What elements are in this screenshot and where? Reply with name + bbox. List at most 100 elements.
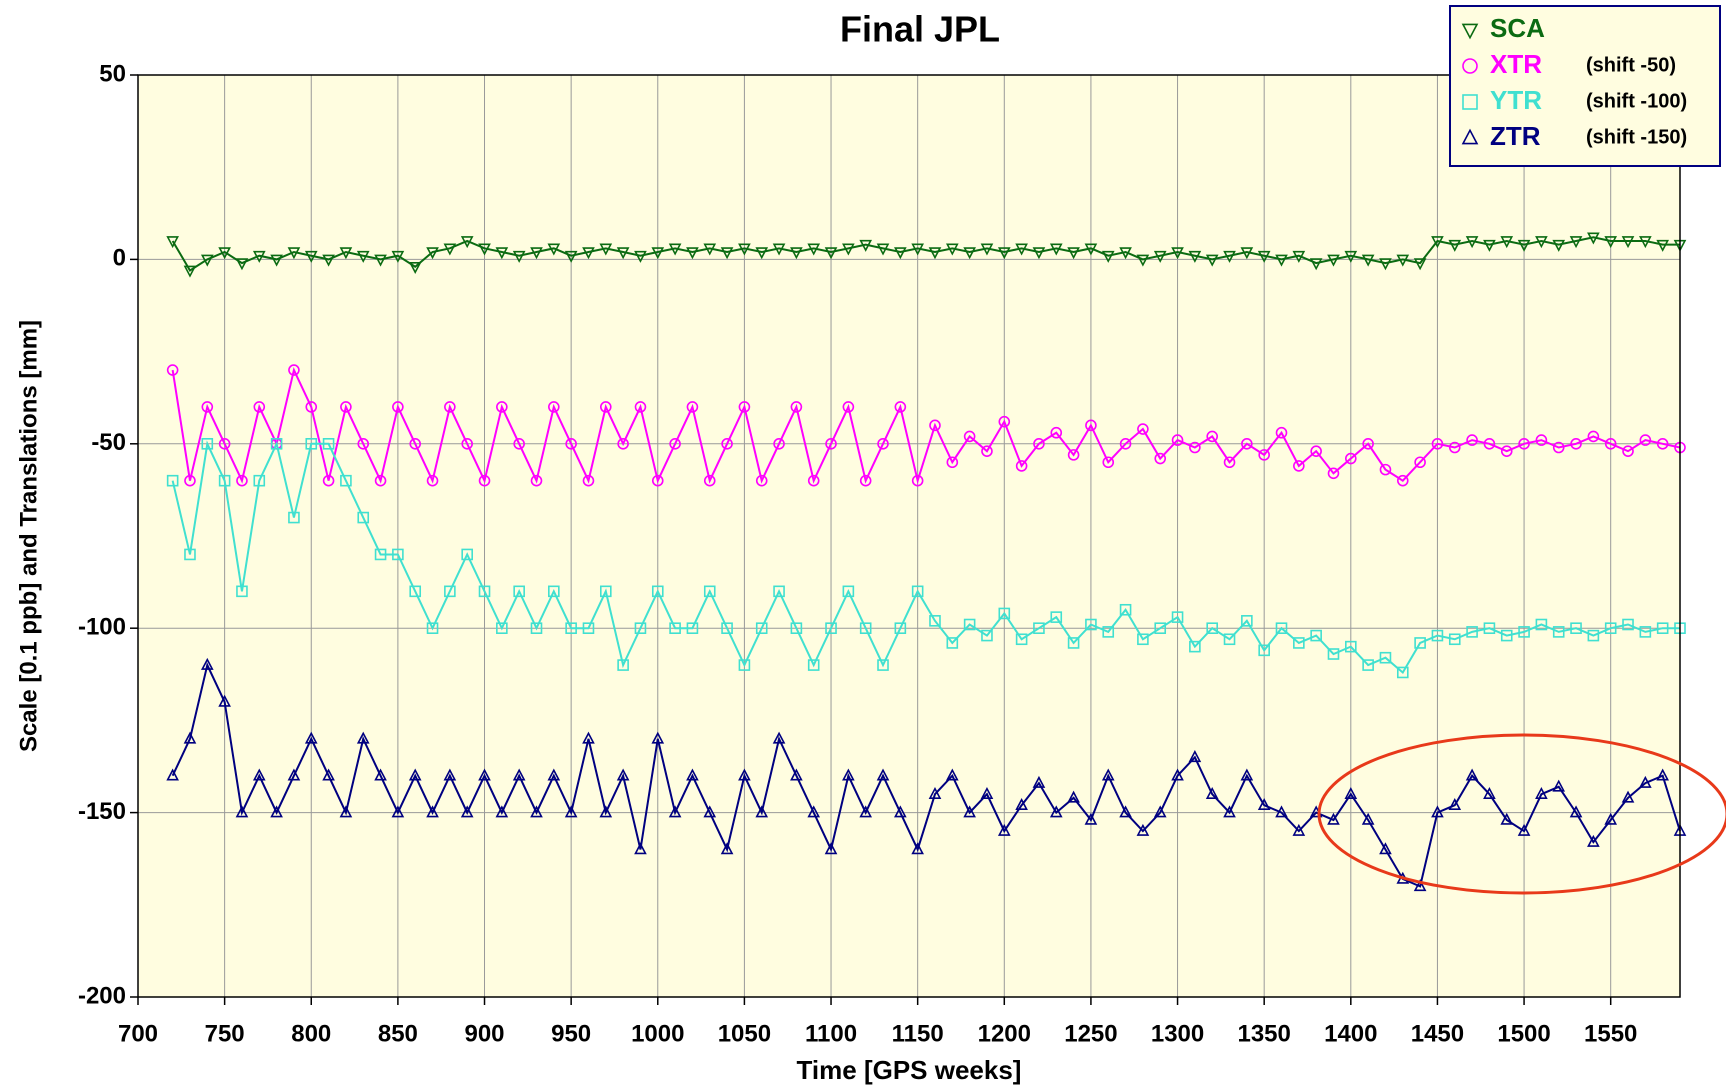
marker xyxy=(1344,786,1358,799)
marker xyxy=(426,474,439,487)
marker xyxy=(1310,629,1322,642)
marker xyxy=(1361,254,1375,267)
marks xyxy=(166,232,1687,892)
marker xyxy=(1015,243,1028,256)
marker xyxy=(1465,768,1479,781)
marker xyxy=(1448,441,1461,454)
marker xyxy=(1171,611,1184,623)
marker xyxy=(304,250,318,263)
marker xyxy=(218,474,231,487)
marker xyxy=(842,401,855,413)
marker xyxy=(496,401,508,413)
legend-note: (shift -150) xyxy=(1586,126,1687,148)
marker xyxy=(1310,445,1322,457)
marker xyxy=(1205,786,1219,799)
marker xyxy=(807,805,821,818)
marker xyxy=(1639,775,1652,788)
marker xyxy=(773,585,785,598)
x-axis-label: Time [GPS weeks] xyxy=(797,1055,1022,1085)
x-tick-label: 1250 xyxy=(1064,1020,1117,1047)
marker xyxy=(1396,474,1409,487)
marker xyxy=(1257,250,1271,263)
marker xyxy=(1344,250,1358,263)
marker xyxy=(564,250,578,263)
marker xyxy=(859,805,873,818)
marker xyxy=(617,437,629,450)
marker xyxy=(721,437,733,450)
legend-label: YTR xyxy=(1490,85,1542,115)
marker xyxy=(288,364,300,376)
marker xyxy=(582,731,595,744)
marker xyxy=(1379,258,1392,271)
marker xyxy=(599,243,613,256)
marker xyxy=(391,805,405,818)
marker xyxy=(166,364,179,376)
marker xyxy=(599,401,612,413)
y-tick-label: -150 xyxy=(78,798,126,825)
marker xyxy=(1465,236,1479,249)
series-line xyxy=(171,367,1681,485)
marker xyxy=(1448,798,1462,811)
marker xyxy=(461,437,473,450)
marker xyxy=(1292,250,1306,263)
marker xyxy=(928,247,942,260)
marker xyxy=(356,731,370,744)
marker xyxy=(894,247,907,260)
marker xyxy=(981,629,993,642)
marker xyxy=(669,437,681,450)
marker xyxy=(1639,236,1652,249)
marker xyxy=(1015,460,1028,472)
marker xyxy=(1535,618,1548,631)
marker xyxy=(547,243,561,256)
marker xyxy=(911,243,924,256)
legend-note: (shift -100) xyxy=(1586,90,1687,112)
marker xyxy=(1206,430,1219,443)
marker xyxy=(1396,666,1409,679)
marker xyxy=(807,474,820,487)
marker xyxy=(807,659,820,671)
x-tick-label: 1350 xyxy=(1237,1020,1290,1047)
marker xyxy=(738,243,751,256)
marker xyxy=(460,236,474,249)
series-line xyxy=(171,236,1680,272)
marker xyxy=(1101,768,1115,781)
marker xyxy=(235,805,249,818)
marker xyxy=(1085,419,1097,432)
marker xyxy=(1552,239,1566,252)
marker xyxy=(1622,445,1634,457)
marker xyxy=(1241,437,1253,450)
x-tick-label: 1050 xyxy=(718,1020,771,1047)
marker xyxy=(1535,236,1548,249)
marker xyxy=(1345,640,1357,653)
marker xyxy=(495,247,509,260)
marker xyxy=(478,243,491,256)
marker xyxy=(236,585,248,598)
marker xyxy=(183,265,197,278)
marker xyxy=(1396,254,1410,267)
marker xyxy=(322,768,335,781)
marker xyxy=(374,548,387,561)
marker xyxy=(1362,437,1374,450)
marker xyxy=(1102,626,1115,638)
marker xyxy=(703,474,716,487)
marker xyxy=(963,618,976,631)
marker xyxy=(651,247,665,260)
marker xyxy=(200,254,214,267)
marker xyxy=(218,247,231,260)
marker xyxy=(1119,805,1132,818)
marker xyxy=(1015,633,1028,646)
x-tick-label: 800 xyxy=(291,1020,331,1047)
marker xyxy=(496,622,508,635)
marker xyxy=(374,768,387,781)
marker xyxy=(1413,258,1427,271)
marker xyxy=(1240,247,1254,260)
marker xyxy=(235,258,249,271)
marker xyxy=(1033,437,1045,450)
marker xyxy=(1188,750,1202,763)
marker xyxy=(1656,239,1669,252)
marker xyxy=(478,474,491,487)
marker xyxy=(443,768,457,781)
marker xyxy=(1656,768,1669,781)
legend-note: (shift -50) xyxy=(1586,54,1676,76)
marker xyxy=(790,401,803,413)
